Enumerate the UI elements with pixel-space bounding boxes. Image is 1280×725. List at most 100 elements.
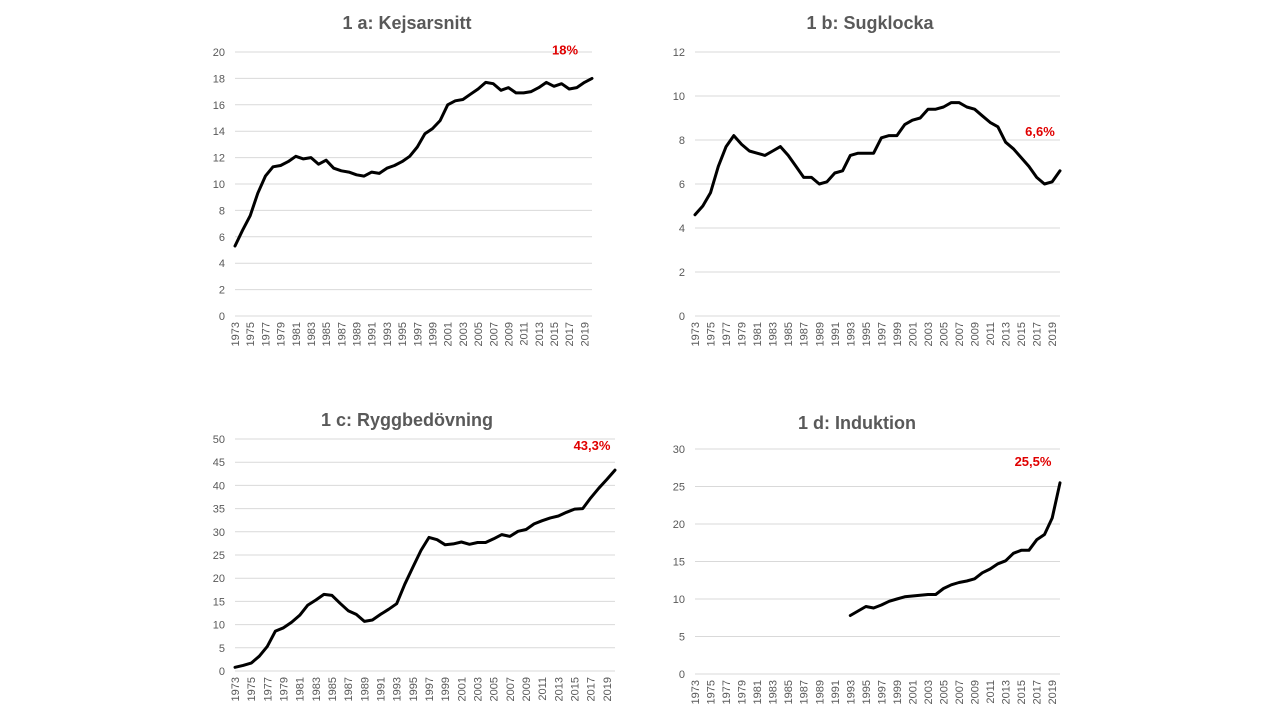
x-tick-label-1a-3: 1979 (276, 322, 288, 346)
y-tick-label-1b-2: 4 (679, 223, 685, 235)
end-value-label-1a: 18% (552, 42, 578, 57)
x-tick-label-1c-10: 1993 (392, 677, 404, 701)
x-tick-label-1b-12: 1997 (876, 322, 888, 346)
y-tick-label-1d-0: 0 (679, 669, 685, 681)
x-tick-label-1c-17: 2007 (505, 677, 517, 701)
x-tick-label-1a-20: 2013 (534, 322, 546, 346)
x-tick-label-1a-19: 2011 (519, 322, 531, 346)
chart-svg-1c: 1 c: Ryggbedövning 0 5 10 15 20 25 30 35 40 45 50 19… (213, 410, 617, 701)
x-tick-label-1d-22: 2017 (1032, 680, 1044, 704)
x-tick-label-1c-6: 1985 (327, 677, 339, 701)
y-tick-label-1d-6: 30 (673, 444, 685, 456)
y-tick-label-1a-7: 14 (213, 126, 225, 138)
x-tick-label-1a-13: 1999 (427, 322, 439, 346)
series-line-1d (848, 481, 1062, 617)
x-tick-label-1a-14: 2001 (443, 322, 455, 346)
y-tick-label-1c-1: 5 (219, 643, 225, 655)
y-tick-label-1a-9: 18 (213, 73, 225, 85)
x-tick-label-1c-2: 1977 (262, 677, 274, 701)
x-tick-label-1d-15: 2003 (923, 680, 935, 704)
y-tick-label-1b-3: 6 (679, 179, 685, 191)
x-tick-label-1a-18: 2009 (503, 322, 515, 346)
x-tick-label-1d-20: 2013 (1001, 680, 1013, 704)
x-tick-label-1a-16: 2005 (473, 322, 485, 346)
x-tick-label-1c-16: 2005 (489, 677, 501, 701)
x-tick-label-1a-21: 2015 (549, 322, 561, 346)
series-line-1b (693, 101, 1062, 217)
x-tick-label-1b-19: 2011 (985, 322, 997, 346)
x-tick-label-1a-2: 1977 (260, 322, 272, 346)
x-tick-label-1d-23: 2019 (1047, 680, 1059, 704)
x-tick-label-1c-23: 2019 (602, 677, 614, 701)
y-tick-label-1c-9: 45 (213, 457, 225, 469)
x-tick-label-1b-9: 1991 (830, 322, 842, 346)
x-tick-label-1b-23: 2019 (1047, 322, 1059, 346)
x-tick-label-1d-12: 1997 (876, 680, 888, 704)
x-tick-label-1a-15: 2003 (458, 322, 470, 346)
x-tick-label-1d-16: 2005 (939, 680, 951, 704)
chart-panel-1a: 1 a: Kejsarsnitt 0 2 4 6 8 10 12 14 16 18 20 1973 197… (200, 0, 620, 360)
x-tick-label-1c-9: 1991 (376, 677, 388, 701)
x-tick-label-1d-11: 1995 (861, 680, 873, 704)
x-tick-label-1a-10: 1993 (382, 322, 394, 346)
x-tick-label-1d-13: 1999 (892, 680, 904, 704)
x-tick-label-1c-1: 1975 (246, 677, 258, 701)
chart-title-1c: 1 c: Ryggbedövning (321, 410, 493, 430)
x-tick-label-1d-2: 1977 (721, 680, 733, 704)
x-tick-label-1a-9: 1991 (367, 322, 379, 346)
x-tick-label-1d-10: 1993 (845, 680, 857, 704)
x-tick-label-1c-18: 2009 (521, 677, 533, 701)
series-line-1c (233, 468, 617, 669)
x-tick-label-1b-7: 1987 (799, 322, 811, 346)
y-tick-label-1c-4: 20 (213, 573, 225, 585)
y-tick-label-1c-10: 50 (213, 434, 225, 446)
x-tick-label-1a-6: 1985 (321, 322, 333, 346)
x-tick-label-1d-7: 1987 (799, 680, 811, 704)
x-tick-label-1b-17: 2007 (954, 322, 966, 346)
x-tick-label-1b-20: 2013 (1001, 322, 1013, 346)
x-tick-label-1c-5: 1983 (311, 677, 323, 701)
x-tick-label-1b-18: 2009 (970, 322, 982, 346)
y-tick-label-1d-1: 5 (679, 632, 685, 644)
y-tick-label-1d-4: 20 (673, 519, 685, 531)
x-tick-label-1c-3: 1979 (279, 677, 291, 701)
x-tick-label-1d-3: 1979 (737, 680, 749, 704)
x-tick-label-1d-6: 1985 (783, 680, 795, 704)
chart-title-1b: 1 b: Sugklocka (806, 13, 934, 33)
chart-title-1a: 1 a: Kejsarsnitt (342, 13, 471, 33)
x-tick-label-1b-8: 1989 (814, 322, 826, 346)
x-tick-label-1c-11: 1995 (408, 677, 420, 701)
x-tick-label-1b-4: 1981 (752, 322, 764, 346)
y-tick-label-1a-4: 8 (219, 205, 225, 217)
y-tick-label-1d-3: 15 (673, 557, 685, 569)
x-tick-label-1d-5: 1983 (768, 680, 780, 704)
y-tick-label-1c-0: 0 (219, 666, 225, 678)
y-tick-label-1a-8: 16 (213, 100, 225, 112)
x-tick-label-1b-16: 2005 (939, 322, 951, 346)
y-tick-label-1d-5: 25 (673, 482, 685, 494)
y-tick-label-1c-2: 10 (213, 620, 225, 632)
x-tick-label-1d-9: 1991 (830, 680, 842, 704)
end-value-label-1d: 25,5% (1015, 454, 1052, 469)
x-tick-label-1b-15: 2003 (923, 322, 935, 346)
y-tick-label-1c-6: 30 (213, 527, 225, 539)
y-tick-label-1a-6: 12 (213, 153, 225, 165)
x-tick-label-1d-8: 1989 (814, 680, 826, 704)
y-tick-label-1b-5: 10 (673, 91, 685, 103)
x-tick-label-1b-6: 1985 (783, 322, 795, 346)
x-tick-label-1a-0: 1973 (230, 322, 242, 346)
x-tick-label-1c-14: 2001 (456, 677, 468, 701)
x-tick-label-1b-3: 1979 (737, 322, 749, 346)
x-tick-label-1c-8: 1989 (359, 677, 371, 701)
y-tick-label-1b-0: 0 (679, 311, 685, 323)
x-tick-label-1d-19: 2011 (985, 680, 997, 704)
chart-title-1d: 1 d: Induktion (798, 413, 916, 433)
x-tick-label-1c-4: 1981 (295, 677, 307, 701)
end-value-label-1c: 43,3% (574, 438, 611, 453)
series-line-1a (233, 76, 594, 248)
y-tick-label-1a-1: 2 (219, 285, 225, 297)
y-tick-label-1b-1: 2 (679, 267, 685, 279)
chart-panel-1d: 1 d: Induktion 0 5 10 15 20 25 30 1973 1975 1977 19… (660, 400, 1080, 720)
x-tick-label-1c-19: 2011 (537, 677, 549, 701)
x-tick-label-1b-2: 1977 (721, 322, 733, 346)
